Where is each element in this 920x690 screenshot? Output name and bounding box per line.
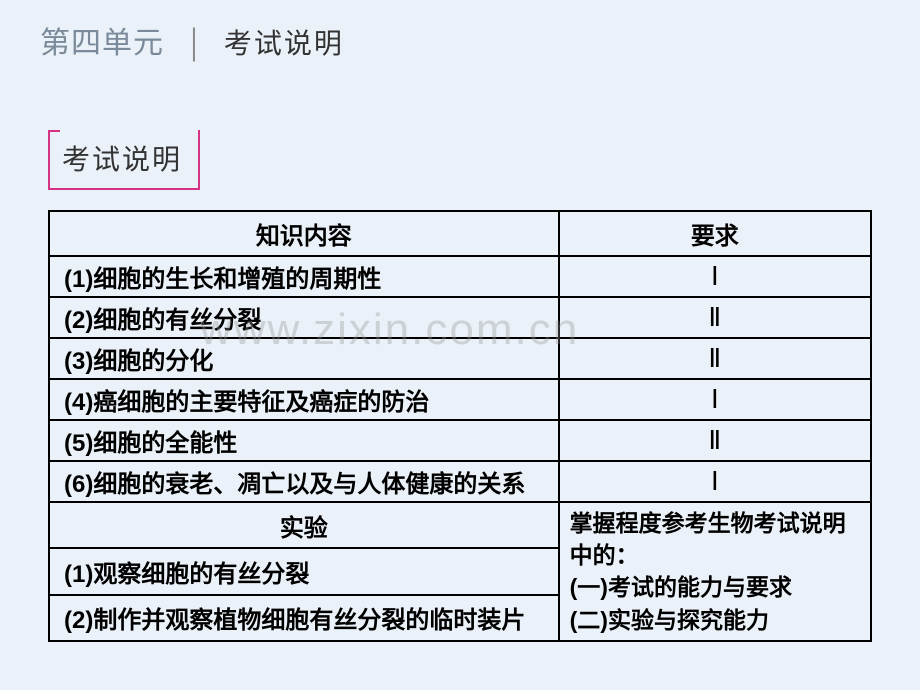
experiment-header-row: 实验 掌握程度参考生物考试说明中的： (一)考试的能力与要求 (二)实验与探究能…	[49, 502, 871, 548]
table-row: (5)细胞的全能性 Ⅱ	[49, 420, 871, 461]
req-cell: Ⅱ	[559, 420, 871, 461]
note-line: 掌握程度参考生物考试说明中的：	[570, 507, 860, 571]
section-label-box: 考试说明	[48, 130, 200, 190]
req-cell: Ⅱ	[559, 297, 871, 338]
header-requirement: 要求	[559, 211, 871, 256]
experiment-cell: (1)观察细胞的有丝分裂	[49, 548, 559, 594]
table-header-row: 知识内容 要求	[49, 211, 871, 256]
content-cell: (1)细胞的生长和增殖的周期性	[49, 256, 559, 297]
table-row: (3)细胞的分化 Ⅱ	[49, 338, 871, 379]
table-row: (2)细胞的有丝分裂 Ⅱ	[49, 297, 871, 338]
table-row: (1)细胞的生长和增殖的周期性 Ⅰ	[49, 256, 871, 297]
req-cell: Ⅰ	[559, 461, 871, 502]
content-cell: (3)细胞的分化	[49, 338, 559, 379]
content-cell: (5)细胞的全能性	[49, 420, 559, 461]
content-cell: (2)细胞的有丝分裂	[49, 297, 559, 338]
header-divider: │	[184, 29, 204, 61]
note-line: (一)考试的能力与要求	[570, 571, 860, 603]
note-line: (二)实验与探究能力	[570, 604, 860, 636]
header-content: 知识内容	[49, 211, 559, 256]
section-label-text: 考试说明	[62, 145, 182, 176]
unit-title: 第四单元	[40, 18, 164, 62]
page-header: 第四单元 │ 考试说明	[0, 0, 920, 62]
content-cell: (6)细胞的衰老、凋亡以及与人体健康的关系	[49, 461, 559, 502]
experiment-cell: (2)制作并观察植物细胞有丝分裂的临时装片	[49, 595, 559, 641]
exam-table: 知识内容 要求 (1)细胞的生长和增殖的周期性 Ⅰ (2)细胞的有丝分裂 Ⅱ (…	[48, 210, 872, 642]
note-cell: 掌握程度参考生物考试说明中的： (一)考试的能力与要求 (二)实验与探究能力	[559, 502, 871, 641]
content-cell: (4)癌细胞的主要特征及癌症的防治	[49, 379, 559, 420]
table-row: (4)癌细胞的主要特征及癌症的防治 Ⅰ	[49, 379, 871, 420]
header-subtitle: 考试说明	[224, 22, 344, 62]
req-cell: Ⅱ	[559, 338, 871, 379]
table-row: (6)细胞的衰老、凋亡以及与人体健康的关系 Ⅰ	[49, 461, 871, 502]
experiment-header: 实验	[49, 502, 559, 548]
req-cell: Ⅰ	[559, 379, 871, 420]
req-cell: Ⅰ	[559, 256, 871, 297]
exam-table-container: 知识内容 要求 (1)细胞的生长和增殖的周期性 Ⅰ (2)细胞的有丝分裂 Ⅱ (…	[48, 210, 872, 642]
